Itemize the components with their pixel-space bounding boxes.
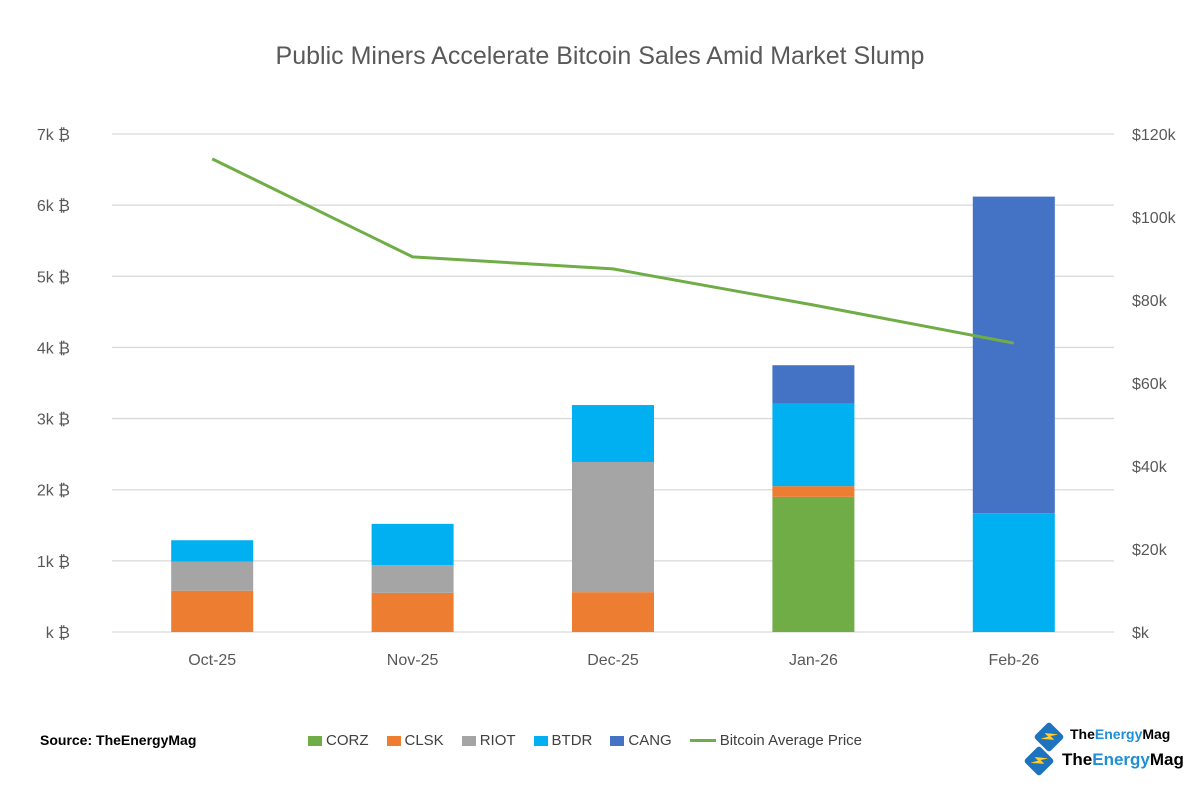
bar-btdr <box>772 403 855 487</box>
y-left-tick-label: 7k ₿ <box>37 126 70 144</box>
bar-riot <box>572 461 654 593</box>
x-tick-label: Oct-25 <box>188 652 236 669</box>
x-tick-label: Jan-26 <box>789 652 838 669</box>
y-left-tick-label: 5k ₿ <box>37 268 70 286</box>
line-bitcoin-average-price <box>211 157 1015 345</box>
legend: CORZ CLSK RIOT BTDR CANG Bitcoin Average Pric… <box>308 732 862 749</box>
legend-item-corz: CORZ <box>308 732 369 749</box>
bar-clsk <box>371 592 454 632</box>
bar-corz <box>772 496 855 632</box>
bar-cang <box>772 365 855 404</box>
legend-label: BTDR <box>551 732 593 749</box>
bar-clsk <box>772 486 855 497</box>
bar-riot <box>371 565 454 593</box>
logo-text: Mag <box>1149 750 1184 769</box>
chart-title: Public Miners Accelerate Bitcoin Sales A… <box>275 42 925 70</box>
y-right-tick-label: $100k <box>1132 210 1177 227</box>
bar-btdr <box>171 540 254 562</box>
bar-btdr <box>371 523 454 566</box>
legend-item-riot: RIOT <box>461 732 516 749</box>
y-left-tick-label: 1k ₿ <box>37 553 70 571</box>
legend-swatch <box>461 735 476 746</box>
y-right-tick-label: $20k <box>1132 542 1168 559</box>
y-right-tick-label: $40k <box>1132 459 1168 476</box>
legend-label: CANG <box>628 732 672 749</box>
y-left-tick-label: 6k ₿ <box>37 197 70 215</box>
bar-cang <box>972 196 1055 514</box>
legend-swatch <box>308 735 322 746</box>
legend-label: RIOT <box>479 732 516 749</box>
legend-swatch <box>610 735 625 746</box>
source-note: Source: TheEnergyMag <box>40 732 197 748</box>
logo-text: Energy <box>1092 750 1150 769</box>
bar-btdr <box>972 513 1055 632</box>
legend-item-clsk: CLSK <box>386 732 444 749</box>
bar-clsk <box>572 592 654 632</box>
y-right-tick-label: $80k <box>1132 293 1168 310</box>
x-tick-label: Nov-25 <box>387 652 439 669</box>
y-left-tick-label: 3k ₿ <box>37 411 70 429</box>
y-left-tick-label: 4k ₿ <box>37 339 70 357</box>
legend-item-bitcoin-average-price: Bitcoin Average Price <box>689 732 863 749</box>
legend-label: CLSK <box>404 732 444 749</box>
legend-item-cang: CANG <box>610 732 672 749</box>
legend-swatch <box>689 739 716 742</box>
x-tick-label: Dec-25 <box>587 652 639 669</box>
y-right-tick-label: $60k <box>1132 376 1168 393</box>
logo-text: The <box>1070 726 1095 742</box>
plot-area: k ₿ 1k ₿ 2k ₿ 3k ₿ 4k ₿ 5k ₿ 6k ₿ 7k ₿ $k $20k $40… <box>37 126 1177 669</box>
legend-swatch <box>386 735 401 746</box>
legend-label: Bitcoin Average Price <box>719 732 863 749</box>
legend-item-btdr: BTDR <box>533 732 593 749</box>
bar-clsk <box>171 590 254 632</box>
legend-label: CORZ <box>326 732 369 749</box>
legend-swatch <box>533 735 548 746</box>
y-right-tick-label: $k <box>1132 625 1150 642</box>
y-right-tick-label: $120k <box>1132 127 1177 144</box>
bar-riot <box>171 561 254 591</box>
y-left-tick-label: k ₿ <box>46 624 70 642</box>
logo-text: Mag <box>1142 726 1171 742</box>
logo-text: The <box>1062 750 1093 769</box>
bar-btdr <box>572 405 654 462</box>
logo: ⚡ TheEnergyMag ⚡ TheEnergyMag <box>1022 721 1192 782</box>
logo-text: Energy <box>1094 726 1143 742</box>
y-left-tick-label: 2k ₿ <box>37 482 70 500</box>
x-tick-label: Feb-26 <box>988 652 1039 669</box>
